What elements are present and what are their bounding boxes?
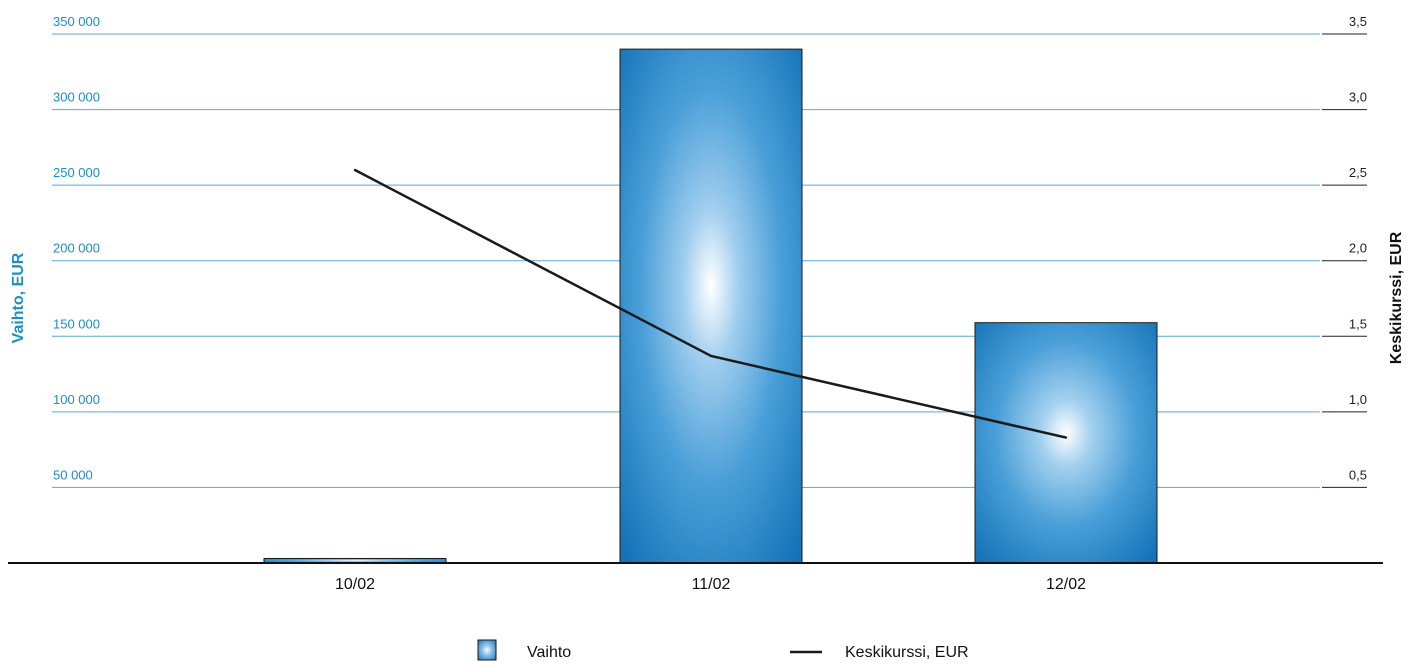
left-tick-label: 250 000	[53, 165, 100, 180]
line-point	[1064, 436, 1068, 439]
legend-swatch-bar	[477, 639, 497, 661]
category-label: 11/02	[692, 576, 731, 593]
bar-11-02	[619, 48, 803, 564]
line-point	[709, 354, 713, 358]
legend-item-line: Keskikurssi, EUR	[790, 644, 969, 661]
left-tick-label: 50 000	[53, 467, 93, 482]
right-tick-label: 3,5	[1349, 14, 1367, 29]
line-series	[353, 168, 1068, 439]
left-tick-label: 100 000	[53, 392, 100, 407]
legend-item-bar: Vaihto	[477, 639, 571, 661]
right-tick-label: 1,5	[1349, 316, 1367, 331]
legend-label-bar: Vaihto	[527, 644, 571, 661]
left-tick-label: 350 000	[53, 14, 100, 29]
line-point	[353, 168, 357, 172]
left-tick-label: 200 000	[53, 241, 100, 256]
category-label: 12/02	[1046, 576, 1086, 593]
left-tick-label: 300 000	[53, 90, 100, 105]
legend: Vaihto Keskikurssi, EUR	[477, 639, 969, 661]
legend-label-line: Keskikurssi, EUR	[845, 644, 969, 661]
right-axis-title: Keskikurssi, EUR	[1388, 231, 1405, 364]
bars	[263, 48, 1158, 564]
bar-12-02	[974, 322, 1158, 564]
right-tick-label: 0,5	[1349, 467, 1367, 482]
right-axis-ticks: 3,5 3,0 2,5 2,0 1,5 1,0 0,5	[1322, 14, 1367, 488]
right-tick-label: 3,0	[1349, 90, 1367, 105]
category-labels: 10/02 11/02 12/02	[335, 576, 1086, 593]
right-tick-label: 1,0	[1349, 392, 1367, 407]
left-axis-ticks: 350 000 300 000 250 000 200 000 150 000 100 0…	[53, 14, 100, 482]
left-axis-title: Vaihto, EUR	[10, 252, 27, 343]
right-tick-label: 2,0	[1349, 241, 1367, 256]
right-tick-label: 2,5	[1349, 165, 1367, 180]
category-label: 10/02	[335, 576, 375, 593]
left-tick-label: 150 000	[53, 316, 100, 331]
